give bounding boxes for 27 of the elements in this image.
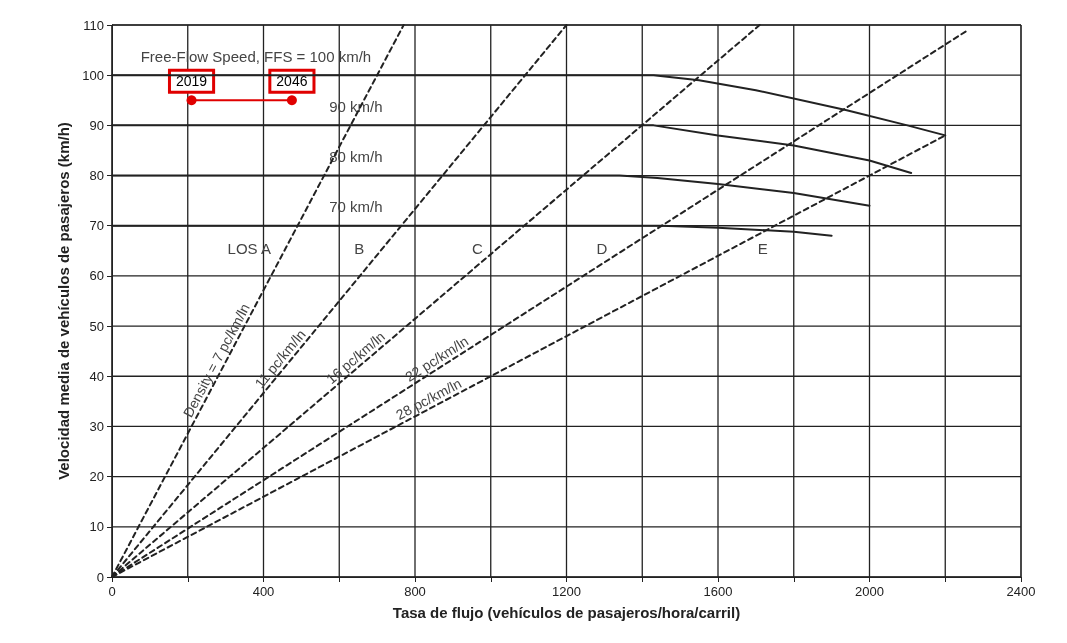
x-tick-label: 2400 [1006, 584, 1036, 599]
annotation: 2019 [175, 73, 208, 90]
y-tick-label: 20 [89, 469, 104, 485]
annotation: C [472, 240, 483, 258]
x-tick-label: 2000 [855, 584, 884, 599]
x-tick-label: 1600 [703, 584, 733, 599]
y-axis-title: Velocidad media de vehículos de pasajeros (km/h) [55, 122, 73, 480]
y-tick-label: 10 [89, 519, 104, 535]
annotation: 2046 [276, 73, 308, 90]
y-tick-label: 40 [89, 368, 104, 384]
y-tick-label: 30 [89, 418, 104, 434]
y-tick-label: 80 [89, 168, 104, 184]
y-tick-label: 70 [89, 218, 104, 234]
y-tick-label: 110 [83, 17, 104, 33]
x-tick-label: 0 [108, 584, 116, 599]
y-tick-label: 100 [82, 67, 104, 83]
y-tick-label: 90 [89, 117, 104, 133]
x-tick-label: 800 [404, 584, 426, 599]
x-axis-title: Tasa de flujo (vehículos de pasajeros/hora/carril) [392, 604, 741, 621]
annotation: E [757, 240, 768, 258]
annotation: B [354, 240, 365, 258]
y-tick-label: 0 [96, 569, 104, 585]
y-tick-label: 60 [89, 268, 104, 284]
annotation: D [596, 240, 608, 258]
x-tick-label: 1200 [552, 584, 581, 599]
x-tick-label: 400 [252, 584, 275, 599]
y-tick-label: 50 [89, 318, 104, 334]
